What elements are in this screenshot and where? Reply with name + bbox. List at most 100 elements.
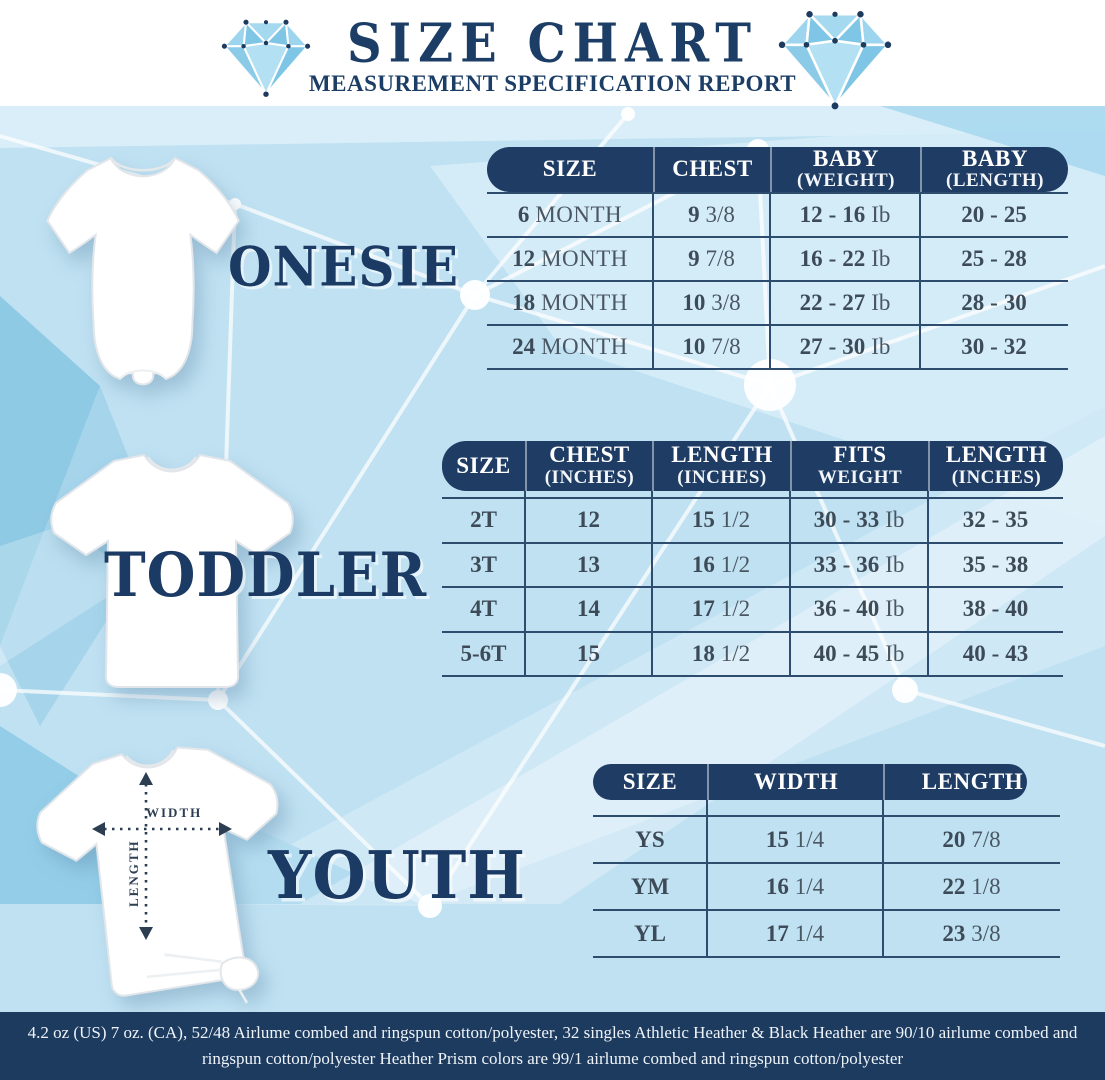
number: 43: [1005, 640, 1029, 666]
number: 22: [842, 246, 866, 271]
unit: Ib: [885, 507, 905, 533]
number: 13: [577, 551, 600, 577]
number: -: [991, 551, 1000, 577]
number: 2T: [470, 507, 497, 533]
number: 23: [942, 920, 966, 946]
number: -: [991, 596, 1000, 622]
table-row: 24 MONTH 10 7/8 27-30 Ib 30-32: [487, 324, 1068, 368]
number: -: [990, 246, 998, 271]
unit: Ib: [871, 334, 891, 359]
column-divider: [652, 192, 654, 370]
number: 16: [799, 246, 823, 271]
table-cell: 15: [525, 633, 652, 676]
table-cell: 25-28: [920, 238, 1068, 280]
number: 24: [512, 334, 536, 359]
column-divider: [769, 192, 771, 370]
fraction: 1/4: [794, 826, 825, 852]
table-cell: 17 1/2: [652, 588, 790, 631]
number: YL: [634, 920, 666, 946]
fraction: 7/8: [971, 826, 1001, 852]
table-header-cell: SIZE: [542, 156, 598, 182]
number: -: [990, 290, 998, 315]
measurement-arrows: [92, 772, 232, 940]
table-header-pill: [487, 147, 1068, 192]
number: 17: [691, 596, 715, 622]
table-cell: 33-36 Ib: [790, 544, 928, 587]
table-cell: 22 1/8: [883, 864, 1060, 909]
table-header-row: SIZE CHEST (INCHES) LENGTH (INCHES) FITS WEIGH…: [442, 441, 1063, 491]
table-cell: YM: [593, 864, 707, 909]
fraction: 1/2: [720, 596, 751, 622]
table-row: YS 15 1/4 20 7/8: [593, 815, 1060, 862]
fraction: 1/4: [794, 920, 825, 946]
table-cell: 3T: [442, 544, 525, 587]
number: 33: [856, 507, 880, 533]
table-cell: 12 MONTH: [487, 238, 653, 280]
number: 35: [962, 551, 986, 577]
table-cell: 13: [525, 544, 652, 587]
number: 28: [961, 290, 985, 315]
table-cell: 16 1/4: [707, 864, 883, 909]
table-body: 6 MONTH 9 3/8 12-16 Ib 20-25 12 MONTH 9 7/8 16-22 Ib…: [487, 192, 1068, 370]
fraction: 7/8: [705, 246, 735, 271]
number: -: [828, 334, 837, 359]
fraction: 3/8: [705, 202, 735, 227]
number: -: [991, 507, 1000, 533]
table-cell: 2T: [442, 499, 525, 542]
number: 15: [577, 640, 600, 666]
section-label-youth: YOUTH: [268, 837, 526, 915]
column-divider: [882, 800, 884, 958]
table-header-pill: [442, 441, 1063, 491]
table-header-cell: WIDTH: [707, 764, 883, 800]
number: 18: [691, 640, 715, 666]
number: 33: [813, 551, 837, 577]
table-cell: 10 3/8: [653, 282, 770, 324]
number: 40: [1005, 596, 1029, 622]
table-header-row: SIZE CHEST BABY (WEIGHT) BABY (LENGTH): [487, 146, 1068, 193]
table-cell: 23 3/8: [883, 911, 1060, 956]
table-cell: 4T: [442, 588, 525, 631]
number: 32: [1003, 334, 1027, 359]
number: 38: [962, 596, 986, 622]
table-cell: YS: [593, 817, 707, 862]
table-cell: 20-25: [920, 194, 1068, 236]
word: MONTH: [541, 290, 628, 315]
table-cell: 38-40: [928, 588, 1063, 631]
number: 32: [962, 507, 986, 533]
number: 30: [813, 507, 837, 533]
fraction: 7/8: [711, 334, 741, 359]
table-row: YL 17 1/4 23 3/8: [593, 909, 1060, 956]
number: 6: [517, 202, 530, 227]
column-divider: [651, 491, 653, 677]
width-arrow-label: WIDTH: [146, 805, 203, 820]
fraction: 1/8: [971, 873, 1001, 899]
unit: Ib: [871, 246, 891, 271]
number: 30: [961, 334, 985, 359]
table-row: 12 MONTH 9 7/8 16-22 Ib 25-28: [487, 236, 1068, 280]
table-cell: 16 1/2: [652, 544, 790, 587]
column-divider: [789, 491, 791, 677]
table-body: 2T 12 15 1/2 30-33 Ib 32-35 3T 13 16 1/2 33-36 Ib 35-…: [442, 497, 1063, 677]
number: 3T: [470, 551, 497, 577]
table-cell: 22-27 Ib: [770, 282, 920, 324]
unit: Ib: [871, 290, 891, 315]
number: 12: [512, 246, 536, 271]
table-cell: 36-40 Ib: [790, 588, 928, 631]
table-cell: 40-45 Ib: [790, 633, 928, 676]
column-divider: [524, 491, 526, 677]
table-cell: 12: [525, 499, 652, 542]
table-header-cell: CHEST: [653, 147, 770, 193]
unit: Ib: [885, 640, 905, 666]
number: 16: [842, 202, 866, 227]
table-cell: 18 1/2: [652, 633, 790, 676]
table-cell: 17 1/4: [707, 911, 883, 956]
table-header-cell: SIZE: [622, 768, 678, 794]
length-arrow-label: LENGTH: [126, 839, 141, 907]
footer-text-line1: 4.2 oz (US) 7 oz. (CA), 52/48 Airlume co…: [27, 1023, 1078, 1042]
table-row: YM 16 1/4 22 1/8: [593, 862, 1060, 909]
number: 27: [842, 290, 866, 315]
fraction: 1/2: [720, 507, 751, 533]
table-cell: 5-6T: [442, 633, 525, 676]
table-cell: 40-43: [928, 633, 1063, 676]
